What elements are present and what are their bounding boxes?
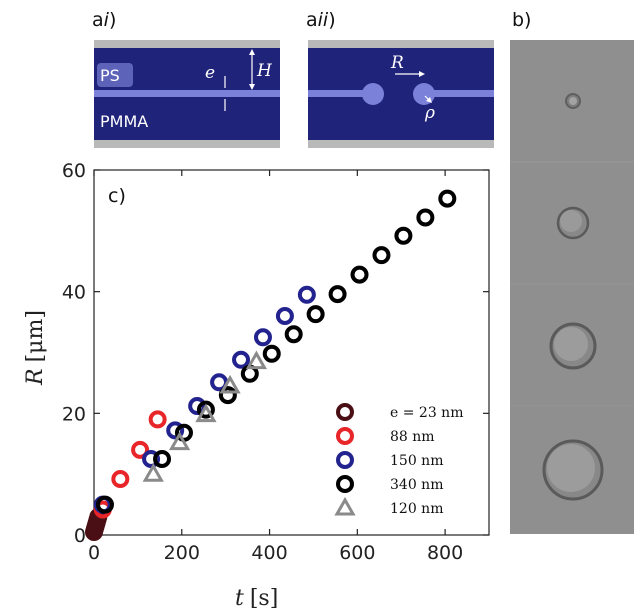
aii-droplet-right: [413, 83, 435, 105]
e-label: e: [205, 63, 215, 83]
data-point: [372, 246, 391, 265]
legend-entry: e = 23 nm: [336, 403, 463, 421]
ai-substrate-bottom: [94, 140, 280, 148]
data-point: [142, 463, 164, 482]
x-axis-label: t [s]: [235, 586, 278, 611]
x-tick-label: 600: [339, 542, 375, 564]
panel-ai: ai) PS PMMA e H: [92, 9, 280, 148]
panel-c-label: c): [108, 185, 126, 207]
axis-ticks: 0 200 400 600 800 0 20 40 60: [62, 160, 489, 564]
ps-label-box: [97, 63, 133, 87]
data-point: [253, 328, 272, 347]
data-point: [195, 403, 217, 423]
H-arrow-head-bottom: [249, 84, 255, 90]
x-tick-label: 0: [88, 542, 100, 564]
data-point: [196, 400, 215, 419]
micrograph-hole-2: [556, 206, 590, 240]
data-point: [153, 449, 172, 468]
pmma-label: PMMA: [100, 112, 148, 131]
data-point: [166, 421, 185, 440]
y-tick-label: 60: [62, 160, 86, 182]
data-point: [148, 410, 167, 429]
legend-entry: 340 nm: [336, 475, 443, 493]
micrograph-hole-3: [549, 322, 597, 370]
series-3: [95, 189, 457, 514]
data-point: [168, 431, 191, 451]
data-point: [188, 397, 207, 416]
data-point: [438, 189, 457, 208]
x-tick-label: 200: [164, 542, 200, 564]
data-point: [275, 307, 294, 325]
legend-entry: 150 nm: [336, 451, 443, 469]
data-point: [232, 350, 251, 369]
legend-marker: [336, 403, 354, 421]
series-4: [142, 350, 268, 482]
y-tick-label: 20: [62, 403, 86, 425]
data-point: [95, 495, 114, 514]
data-point: [350, 265, 369, 284]
legend-entry: 120 nm: [334, 496, 443, 517]
panel-b-label: b): [512, 9, 531, 31]
legend: e = 23 nm 88 nm 150 nm 340 nm 120 nm: [334, 403, 463, 517]
aii-droplet-left: [362, 83, 384, 105]
data-point: [297, 285, 316, 304]
aii-ps-film-left: [308, 90, 372, 97]
ai-ps-film: [94, 90, 280, 97]
legend-label: 88 nm: [390, 429, 435, 445]
legend-marker: [336, 451, 354, 469]
x-tick-label: 400: [251, 542, 287, 564]
data-point: [218, 386, 237, 405]
legend-label: 150 nm: [390, 453, 443, 469]
legend-entry: 88 nm: [336, 427, 435, 445]
micrograph-hole-1: [565, 93, 581, 109]
data-point: [131, 440, 150, 459]
ai-substrate-top: [94, 40, 280, 48]
legend-marker: [336, 427, 354, 445]
aii-ps-film-right: [426, 90, 494, 97]
legend-label: 340 nm: [390, 477, 443, 493]
data-point: [328, 285, 347, 304]
R-arrow-head: [419, 71, 425, 77]
data-point: [142, 449, 161, 468]
data-point: [394, 226, 413, 245]
x-tick-label: 800: [427, 542, 463, 564]
data-point: [111, 470, 130, 489]
panel-ai-label: ai): [92, 9, 116, 31]
data-point: [262, 344, 281, 363]
aii-substrate-top: [308, 40, 494, 48]
legend-marker: [334, 496, 356, 516]
aii-substrate-bottom: [308, 140, 494, 148]
y-tick-label: 0: [74, 525, 86, 547]
plot-frame: [93, 169, 490, 536]
ps-label: PS: [100, 66, 120, 85]
rho-arrow-head: [426, 97, 432, 103]
data-point: [284, 325, 303, 344]
y-tick-label: 40: [62, 282, 86, 304]
data-point: [219, 374, 241, 394]
rho-label: ρ: [424, 103, 435, 123]
H-label: H: [256, 61, 273, 81]
panel-aii: aii) R ρ: [306, 9, 494, 148]
data-point: [416, 208, 435, 227]
legend-label: 120 nm: [390, 501, 443, 517]
H-arrow-head-top: [249, 49, 255, 55]
panel-aii-label: aii): [306, 9, 336, 31]
y-axis-label: R[μm]: [23, 310, 48, 386]
R-label: R: [390, 53, 404, 73]
data-point: [245, 350, 268, 370]
data-points: [85, 189, 457, 541]
panel-b: b): [510, 9, 634, 534]
legend-label: e = 23 nm: [390, 405, 463, 421]
micrograph-hole-4: [542, 439, 604, 501]
legend-marker: [336, 475, 354, 493]
panel-c: c) 0 200 400 600 800 0 20 40 60 e = 23 nm 88 nm 15…: [23, 160, 490, 611]
data-point: [306, 305, 325, 324]
